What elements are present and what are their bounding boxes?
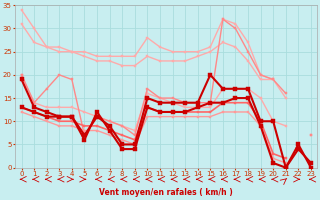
X-axis label: Vent moyen/en rafales ( km/h ): Vent moyen/en rafales ( km/h ) — [100, 188, 233, 197]
